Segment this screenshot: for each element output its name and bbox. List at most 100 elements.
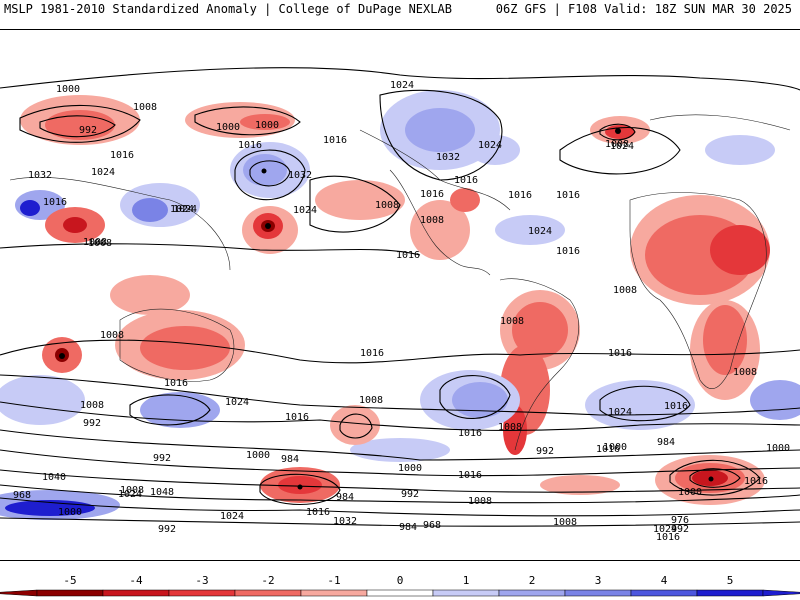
isobar-label: 1008 [498, 422, 522, 433]
colorbar-segment [696, 589, 764, 597]
isobar-label: 1008 [613, 285, 637, 296]
isobar-label: 1016 [420, 189, 444, 200]
colorbar-segment [366, 589, 434, 597]
anomaly-map: 1000992100810001016102410161024103210241… [0, 29, 800, 561]
isobar-label: 1008 [733, 367, 757, 378]
isobar-label: 1016 [744, 476, 768, 487]
isobar-label: 1016 [508, 190, 532, 201]
isobar-label: 1024 [653, 524, 677, 535]
isobar-label: 1008 [468, 496, 492, 507]
isobar-label: 1024 [220, 511, 244, 522]
colorbar-segment [432, 589, 500, 597]
isobar-label: 992 [401, 489, 419, 500]
isobar-label: 1008 [80, 400, 104, 411]
isobar-label: 968 [423, 520, 441, 531]
isobar-label: 1016 [656, 532, 680, 543]
colorbar-segment [564, 589, 632, 597]
isobar-label: 1032 [28, 170, 52, 181]
colorbar-tick-label: 5 [727, 574, 734, 587]
isobar-label: 1008 [133, 102, 157, 113]
isobar-label: 1016 [396, 250, 420, 261]
isobar-label: 968 [13, 490, 31, 501]
isobar-label: 1024 [293, 205, 317, 216]
isobar-label: 1008 [120, 485, 144, 496]
isobar-label: 1016 [360, 348, 384, 359]
isobars [0, 67, 800, 527]
isobar-label: 1024 [173, 204, 197, 215]
colorbar-tick-label: -3 [195, 574, 208, 587]
isobar-label: 1008 [553, 517, 577, 528]
isobar-label: 1016 [556, 246, 580, 257]
isobar-label: 1016 [458, 428, 482, 439]
isobar-label: 1024 [225, 397, 249, 408]
pressure-centers [59, 128, 714, 490]
isobar-label: 1016 [608, 348, 632, 359]
anomaly-colorbar: -5 -4 -3 -2 -1 0 1 2 3 4 5 [0, 574, 800, 597]
isobar-label: 1000 [678, 487, 702, 498]
isobar-label: 1016 [43, 197, 67, 208]
isobar-label: 984 [336, 492, 354, 503]
colorbar-tick-label: 4 [661, 574, 668, 587]
isobar-label: 984 [657, 437, 675, 448]
colorbar-tick-label: 0 [397, 574, 404, 587]
isobar-label: 1000 [246, 450, 270, 461]
map-title: MSLP 1981-2010 Standardized Anomaly | Co… [4, 2, 452, 16]
low-center-icon [265, 223, 271, 229]
isobar-label: 1016 [454, 175, 478, 186]
isobar-label: 1016 [285, 412, 309, 423]
isobar-label: 1016 [323, 135, 347, 146]
isobar-label: 976 [671, 515, 689, 526]
isobar-label: 984 [281, 454, 299, 465]
isobar-label: 1000 [398, 463, 422, 474]
isobar-label: 1024 [610, 141, 634, 152]
isobar-label: 1000 [56, 84, 80, 95]
colorbar-tick-label: -2 [261, 574, 274, 587]
colorbar-tick-label: -1 [327, 574, 340, 587]
isobar-label: 1016 [556, 190, 580, 201]
colorbar-ticks: -5 -4 -3 -2 -1 0 1 2 3 4 5 [63, 574, 733, 587]
high-center-icon [261, 168, 267, 174]
colorbar-segment [234, 589, 302, 597]
isobar-label: 1008 [100, 330, 124, 341]
isobar-label: 1008 [500, 316, 524, 327]
isobar-label: 1032 [288, 170, 312, 181]
isobar-label: 992 [671, 524, 689, 535]
colorbar-tick-label: -5 [63, 574, 76, 587]
isobar-label: 1000 [766, 443, 790, 454]
isobar-label: 1000 [58, 507, 82, 518]
colorbar-segments [0, 589, 800, 597]
isobar-label: 1016 [458, 470, 482, 481]
isobar-label: 1024 [528, 226, 552, 237]
colorbar-segment [102, 589, 170, 597]
colorbar-segment [168, 589, 236, 597]
isobar-label: 1016 [664, 401, 688, 412]
colorbar-segment [630, 589, 698, 597]
low-center-icon [615, 128, 621, 134]
isobar-label: 1008 [605, 139, 629, 150]
low-center-icon [59, 353, 65, 359]
isobar-label: 1008 [88, 238, 112, 249]
isobar-label: 1000 [216, 122, 240, 133]
isobar-label: 1016 [596, 444, 620, 455]
colorbar-tick-label: 1 [463, 574, 470, 587]
isobar-label: 992 [536, 446, 554, 457]
isobar-label: 1024 [170, 204, 194, 215]
map-canvas: 1000992100810001016102410161024103210241… [0, 67, 800, 543]
colorbar-segment [36, 589, 104, 597]
isobar-label: 992 [158, 524, 176, 535]
isobar-label: 1024 [608, 407, 632, 418]
isobar-label: 1000 [255, 120, 279, 131]
isobar-label: 1008 [359, 395, 383, 406]
isobar-label: 1032 [333, 516, 357, 527]
colorbar-segment [498, 589, 566, 597]
colorbar-tick-label: 3 [595, 574, 602, 587]
isobar-label: 1024 [91, 167, 115, 178]
isobar-label: 1008 [420, 215, 444, 226]
isobar-label: 984 [399, 522, 417, 533]
isobar-label: 1008 [375, 200, 399, 211]
colorbar-min-arrow [0, 589, 38, 597]
isobar-label: 1000 [603, 442, 627, 453]
isobar-label: 1008 [83, 237, 107, 248]
isobar-label: 1024 [478, 140, 502, 151]
isobar-label: 1016 [164, 378, 188, 389]
